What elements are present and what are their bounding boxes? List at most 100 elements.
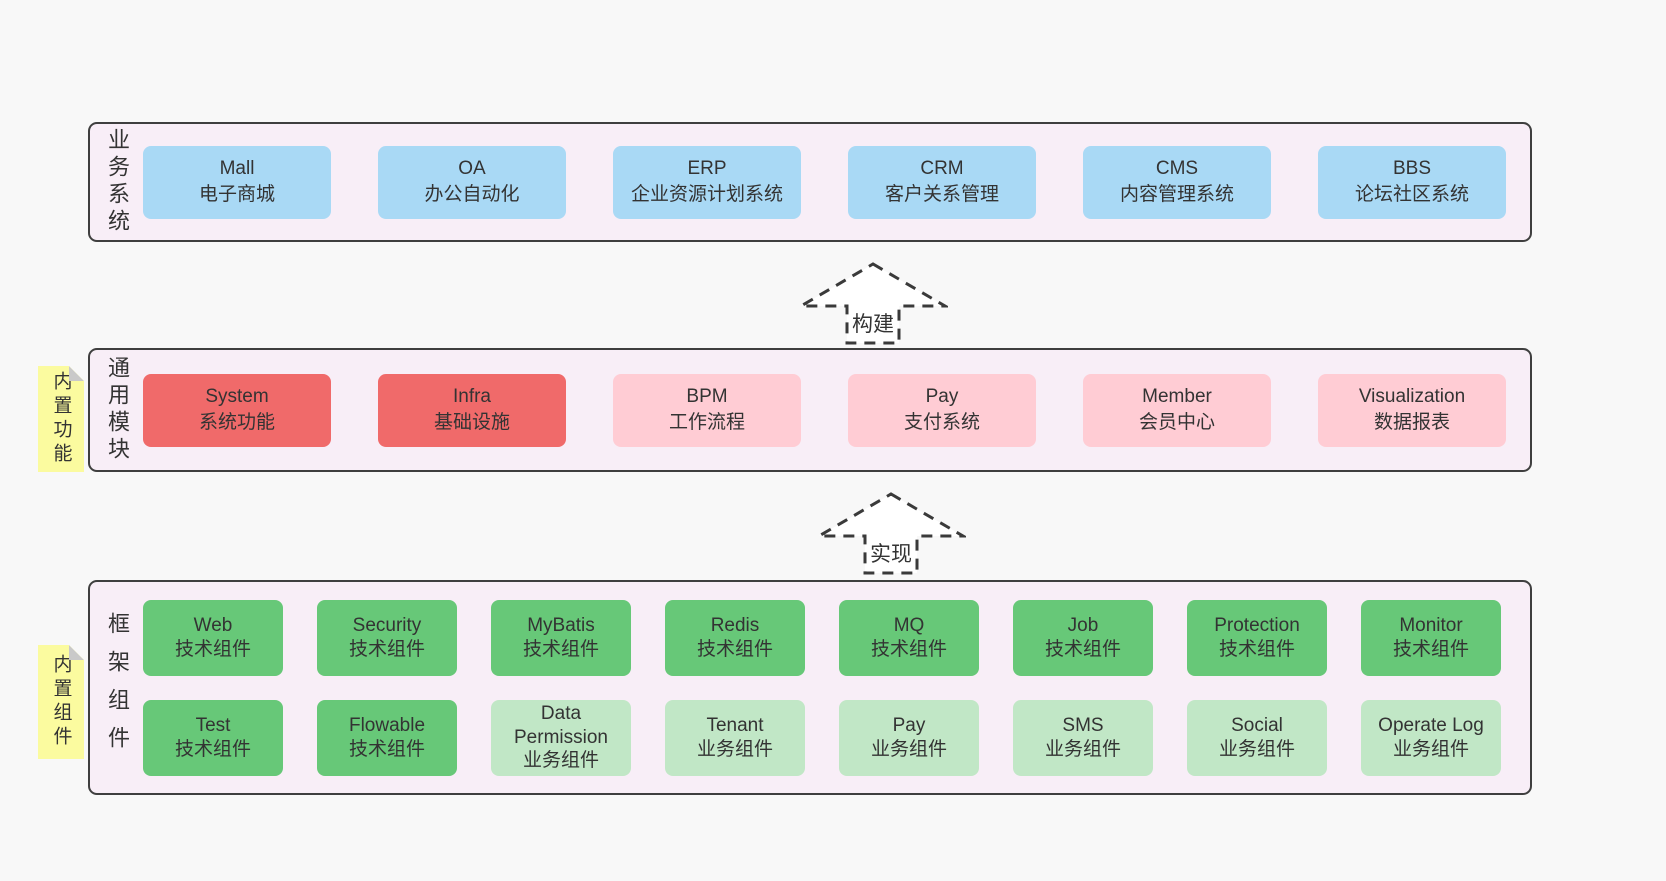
modules-panel-label: 通用模块 [105, 356, 130, 464]
node-title: BPM [686, 385, 728, 407]
node-title: Web [193, 614, 233, 636]
node-title: CMS [1155, 157, 1199, 179]
node-crm: CRM 客户关系管理 [848, 145, 1036, 219]
node-subtitle: 支付系统 [903, 412, 980, 433]
dashed-up-arrow-icon [816, 492, 966, 575]
business-panel-label: 业务系统 [105, 128, 130, 236]
node-subtitle: 基础设施 [433, 412, 510, 433]
node-pay: Pay 支付系统 [848, 373, 1036, 447]
node-subtitle: 业务组件 [1392, 738, 1469, 760]
components-row-2: Test 技术组件 Flowable 技术组件 Data Permission … [143, 699, 1530, 776]
modules-row: System 系统功能 Infra 基础设施 BPM 工作流程 Pay 支付系统… [128, 373, 1530, 447]
node-title: Job [1067, 614, 1099, 636]
node-title: System [205, 385, 269, 407]
note-text: 内置组件 [50, 654, 72, 750]
node-system: System 系统功能 [143, 373, 331, 447]
note-fold-corner [69, 645, 84, 660]
node-subtitle: 技术组件 [348, 638, 425, 660]
node-title: Visualization [1358, 385, 1466, 407]
business-row: Mall 电子商城 OA 办公自动化 ERP 企业资源计划系统 CRM 客户关系… [128, 145, 1530, 219]
node-redis: Redis 技术组件 [665, 599, 805, 676]
node-title: Flowable [348, 714, 426, 736]
node-subtitle: 业务组件 [696, 738, 773, 760]
node-subtitle: 数据报表 [1373, 412, 1450, 433]
node-member: Member 会员中心 [1083, 373, 1271, 447]
node-subtitle: 技术组件 [348, 738, 425, 760]
node-subtitle: 技术组件 [1218, 638, 1295, 660]
node-title: Protection [1214, 614, 1300, 636]
node-title: Security [352, 614, 422, 636]
node-subtitle: 办公自动化 [424, 184, 520, 205]
node-mall: Mall 电子商城 [143, 145, 331, 219]
components-panel-label: 框架组件 [105, 611, 130, 764]
node-title: Member [1142, 385, 1212, 407]
node-title: ERP [687, 157, 727, 179]
components-row-1: Web 技术组件 Security 技术组件 MyBatis 技术组件 Redi… [143, 599, 1530, 676]
node-title: Monitor [1399, 614, 1463, 636]
node-title: Test [195, 714, 231, 736]
node-subtitle: 业务组件 [1218, 738, 1295, 760]
node-bbs: BBS 论坛社区系统 [1318, 145, 1506, 219]
node-subtitle: 业务组件 [870, 738, 947, 760]
note-text: 内置功能 [50, 371, 72, 467]
node-subtitle: 会员中心 [1138, 412, 1215, 433]
dashed-up-arrow-icon [798, 262, 948, 345]
node-title: Mall [219, 157, 255, 179]
business-systems-panel: 业务系统 Mall 电子商城 OA 办公自动化 ERP 企业资源计划系统 CRM… [88, 122, 1532, 242]
note-builtin-features: 内置功能 [38, 366, 84, 472]
node-social: Social 业务组件 [1187, 699, 1327, 776]
node-subtitle: 电子商城 [198, 184, 275, 205]
node-subtitle: 工作流程 [668, 412, 745, 433]
node-subtitle: 技术组件 [174, 638, 251, 660]
node-title: Data Permission [514, 702, 608, 748]
implement-arrow: 实现 [816, 492, 966, 576]
note-fold-corner [69, 366, 84, 381]
node-subtitle: 技术组件 [870, 638, 947, 660]
node-subtitle: 技术组件 [174, 738, 251, 760]
node-flowable: Flowable 技术组件 [317, 699, 457, 776]
node-erp: ERP 企业资源计划系统 [613, 145, 801, 219]
node-title: CRM [920, 157, 964, 179]
components-rows: Web 技术组件 Security 技术组件 MyBatis 技术组件 Redi… [128, 599, 1530, 776]
node-subtitle: 技术组件 [1392, 638, 1469, 660]
node-title: Tenant [706, 714, 764, 736]
node-test: Test 技术组件 [143, 699, 283, 776]
node-infra: Infra 基础设施 [378, 373, 566, 447]
node-subtitle: 论坛社区系统 [1354, 184, 1469, 205]
node-subtitle: 系统功能 [198, 412, 275, 433]
build-arrow: 构建 [798, 262, 948, 346]
common-modules-panel: 通用模块 System 系统功能 Infra 基础设施 BPM 工作流程 Pay… [88, 348, 1532, 472]
node-subtitle: 客户关系管理 [884, 184, 999, 205]
node-mybatis: MyBatis 技术组件 [491, 599, 631, 676]
node-tenant: Tenant 业务组件 [665, 699, 805, 776]
node-title: Social [1231, 714, 1283, 736]
node-sms: SMS 业务组件 [1013, 699, 1153, 776]
node-bpm: BPM 工作流程 [613, 373, 801, 447]
node-title: MyBatis [527, 614, 595, 636]
node-cms: CMS 内容管理系统 [1083, 145, 1271, 219]
node-title: SMS [1062, 714, 1104, 736]
node-title: MQ [893, 614, 925, 636]
node-subtitle: 业务组件 [1044, 738, 1121, 760]
node-subtitle: 技术组件 [522, 638, 599, 660]
node-security: Security 技术组件 [317, 599, 457, 676]
node-subtitle: 企业资源计划系统 [630, 184, 783, 205]
node-subtitle: 内容管理系统 [1119, 184, 1234, 205]
node-subtitle: 技术组件 [696, 638, 773, 660]
node-subtitle: 技术组件 [1044, 638, 1121, 660]
node-title: Pay [892, 714, 926, 736]
node-pay-component: Pay 业务组件 [839, 699, 979, 776]
node-title: Redis [710, 614, 760, 636]
framework-components-panel: 框架组件 Web 技术组件 Security 技术组件 MyBatis 技术组件… [88, 580, 1532, 795]
node-monitor: Monitor 技术组件 [1361, 599, 1501, 676]
node-title: Pay [925, 385, 959, 407]
implement-arrow-label: 实现 [870, 543, 912, 566]
node-title: OA [458, 157, 486, 179]
node-web: Web 技术组件 [143, 599, 283, 676]
node-title: Infra [452, 385, 492, 407]
node-data-permission: Data Permission 业务组件 [491, 699, 631, 776]
build-arrow-label: 构建 [852, 313, 894, 336]
node-protection: Protection 技术组件 [1187, 599, 1327, 676]
node-title: Operate Log [1378, 714, 1484, 736]
